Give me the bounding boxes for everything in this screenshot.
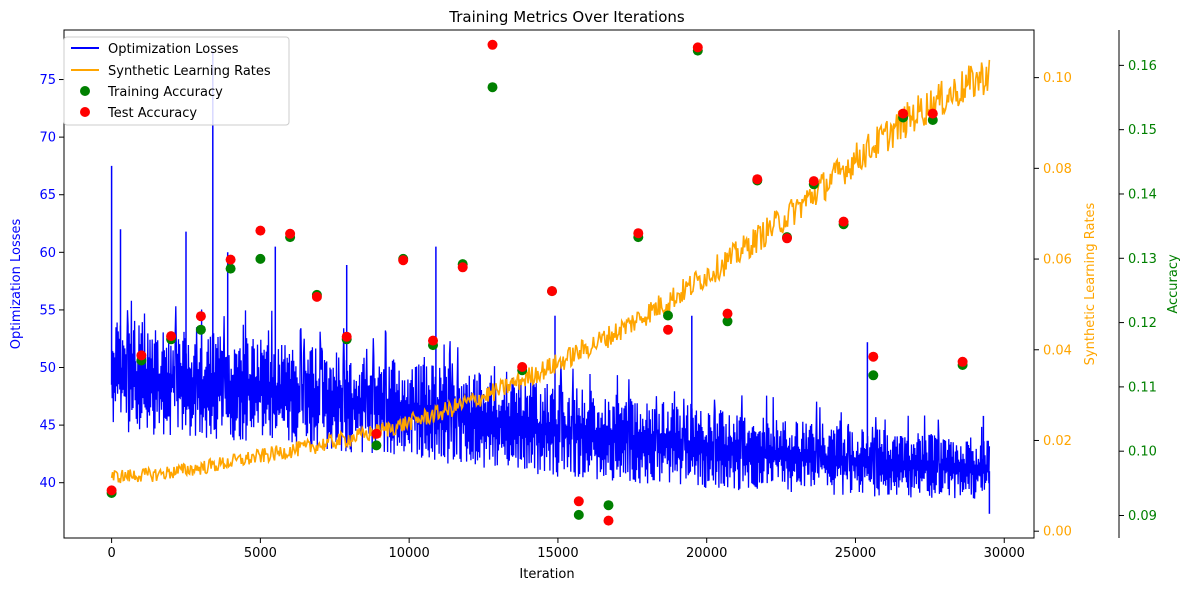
- x-tick-label-6: 30000: [984, 546, 1025, 561]
- left-tick-label-4: 60: [39, 246, 56, 261]
- outer-tick-label-2: 0.11: [1128, 380, 1157, 395]
- plot-series: [106, 39, 991, 526]
- test-accuracy-point-29: [957, 356, 968, 367]
- legend-swatch-training-accuracy: [80, 86, 90, 96]
- legend-swatch-test-accuracy: [80, 107, 90, 117]
- outer-tick-label-5: 0.14: [1128, 187, 1157, 202]
- test-accuracy-point-23: [782, 233, 792, 244]
- x-tick-label-3: 15000: [537, 546, 578, 561]
- test-accuracy-point-28: [927, 108, 938, 119]
- test-accuracy-point-7: [311, 291, 322, 302]
- series-line-optimization-losses: [110, 300, 991, 499]
- left-tick-label-1: 45: [39, 419, 56, 434]
- training-accuracy-point-26: [868, 370, 879, 381]
- test-accuracy-point-1: [136, 350, 147, 361]
- test-accuracy-point-21: [722, 308, 733, 319]
- left-axis-title: Optimization Losses: [9, 218, 24, 349]
- left-tick-label-6: 70: [39, 131, 56, 146]
- test-accuracy-point-2: [166, 331, 177, 342]
- legend-label-learning-rates: Synthetic Learning Rates: [108, 64, 271, 79]
- test-accuracy-point-24: [808, 176, 819, 187]
- training-accuracy-point-5: [255, 253, 266, 264]
- right-tick-label-5: 0.10: [1043, 71, 1072, 86]
- test-accuracy-point-18: [633, 228, 644, 239]
- test-accuracy-point-9: [371, 428, 382, 439]
- training-accuracy-point-17: [603, 500, 614, 511]
- test-accuracy-point-15: [547, 286, 557, 297]
- x-tick-label-4: 20000: [686, 546, 727, 561]
- test-accuracy-point-13: [487, 39, 498, 50]
- training-accuracy-point-19: [663, 310, 673, 321]
- x-axis-title: Iteration: [519, 567, 574, 582]
- right-tick-label-1: 0.02: [1043, 434, 1072, 449]
- training-accuracy-point-13: [487, 82, 498, 93]
- left-tick-label-5: 65: [39, 188, 56, 203]
- training-accuracy-point-16: [573, 509, 584, 520]
- outer-tick-label-0: 0.09: [1128, 509, 1157, 524]
- x-tick-label-2: 10000: [388, 546, 429, 561]
- legend: Optimization Losses Synthetic Learning R…: [63, 36, 290, 126]
- training-accuracy-point-21: [722, 316, 733, 327]
- right-tick-label-0: 0.00: [1043, 525, 1072, 540]
- x-tick-label-5: 25000: [835, 546, 876, 561]
- test-accuracy-point-26: [868, 351, 879, 362]
- plot-frame: [63, 29, 1035, 539]
- legend-frame: [63, 36, 290, 126]
- test-accuracy-point-5: [255, 225, 266, 236]
- left-tick-label-2: 50: [39, 361, 56, 376]
- test-accuracy-point-17: [603, 515, 614, 526]
- test-accuracy-point-25: [838, 216, 849, 227]
- test-accuracy-point-14: [517, 362, 528, 372]
- chart-title: Training Metrics Over Iterations: [448, 8, 685, 26]
- left-tick-label-7: 75: [39, 73, 56, 88]
- left-tick-label-0: 40: [39, 476, 56, 491]
- outer-tick-label-7: 0.16: [1128, 59, 1157, 74]
- test-accuracy-point-27: [898, 108, 909, 119]
- plot-axes: 0 5000 10000 15000 20000 25000 30000 40 45 50 55 60…: [39, 29, 1157, 561]
- test-accuracy-point-20: [692, 42, 703, 53]
- outer-right-axis-title: Accuracy: [1166, 254, 1181, 314]
- left-tick-label-3: 55: [39, 303, 56, 318]
- test-accuracy-point-4: [225, 254, 236, 265]
- test-accuracy-point-3: [195, 311, 206, 322]
- test-accuracy-point-10: [398, 255, 409, 266]
- test-accuracy-point-0: [106, 485, 117, 496]
- outer-tick-label-3: 0.12: [1128, 316, 1157, 331]
- outer-tick-label-4: 0.13: [1128, 252, 1157, 267]
- test-accuracy-point-19: [663, 324, 673, 335]
- outer-tick-label-6: 0.15: [1128, 123, 1157, 138]
- legend-label-test-accuracy: Test Accuracy: [107, 106, 197, 121]
- test-accuracy-point-8: [341, 331, 352, 342]
- right-tick-label-4: 0.08: [1043, 162, 1072, 177]
- test-accuracy-point-11: [428, 335, 438, 346]
- legend-label-losses: Optimization Losses: [108, 42, 239, 57]
- x-tick-label-0: 0: [107, 546, 115, 561]
- test-accuracy-point-16: [573, 496, 584, 507]
- right-axis-title: Synthetic Learning Rates: [1083, 202, 1098, 365]
- series-line-synthetic-learning-rates: [110, 59, 991, 484]
- test-accuracy-point-22: [752, 174, 763, 185]
- right-tick-label-2: 0.04: [1043, 343, 1072, 358]
- test-accuracy-point-6: [285, 228, 296, 239]
- outer-tick-label-1: 0.10: [1128, 445, 1157, 460]
- legend-label-training-accuracy: Training Accuracy: [107, 85, 223, 100]
- x-tick-label-1: 5000: [244, 546, 277, 561]
- training-accuracy-point-3: [195, 324, 206, 335]
- test-accuracy-point-12: [457, 262, 468, 273]
- training-accuracy-point-4: [225, 263, 236, 274]
- right-tick-label-3: 0.06: [1043, 253, 1072, 268]
- training-accuracy-point-9: [371, 440, 382, 451]
